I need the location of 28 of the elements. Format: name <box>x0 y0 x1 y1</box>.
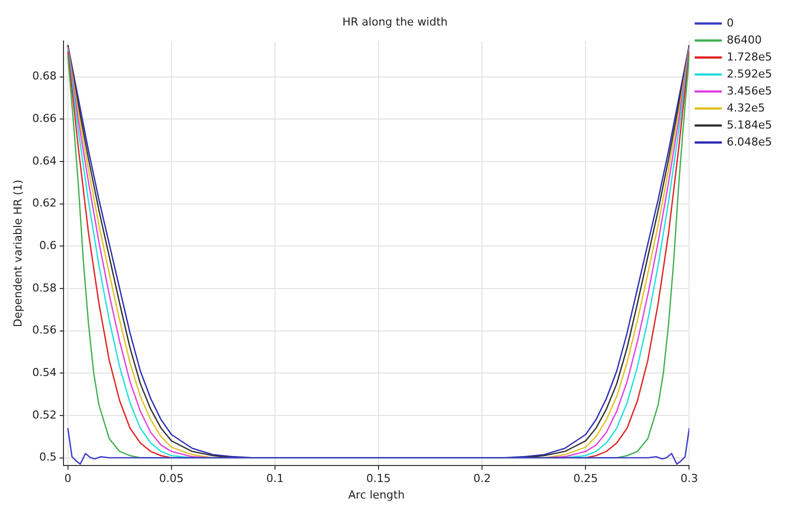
x-tick-label: 0.25 <box>573 472 598 486</box>
legend-label: 3.456e5 <box>726 84 772 98</box>
y-tick-label: 0.52 <box>32 408 57 422</box>
legend-label: 6.048e5 <box>726 135 772 148</box>
legend-label: 86400 <box>726 33 762 46</box>
legend-label: 4.32e5 <box>726 101 766 114</box>
y-tick-label: 0.62 <box>32 196 57 210</box>
y-axis-title: Dependent variable HR (1) <box>11 180 24 328</box>
x-tick-label: 0.05 <box>159 472 184 486</box>
legend-label: 1.728e5 <box>726 50 772 64</box>
legend-label: 0 <box>726 16 734 30</box>
x-tick-label: 0.3 <box>680 472 698 486</box>
x-tick-label: 0 <box>64 472 72 486</box>
legend-label: 2.592e5 <box>726 67 772 80</box>
legend-label: 5.184e5 <box>726 118 772 132</box>
y-tick-label: 0.54 <box>32 366 57 379</box>
x-tick-label: 0.1 <box>266 472 284 486</box>
x-axis-title: Arc length <box>348 488 405 502</box>
y-tick-label: 0.56 <box>32 324 57 337</box>
chart-title: HR along the width <box>342 15 448 28</box>
y-tick-label: 0.66 <box>32 112 57 125</box>
x-tick-label: 0.15 <box>366 472 391 486</box>
x-tick-label: 0.2 <box>473 472 491 486</box>
y-tick-label: 0.64 <box>32 154 57 168</box>
y-tick-label: 0.68 <box>32 70 57 83</box>
y-tick-label: 0.58 <box>32 281 57 294</box>
y-tick-label: 0.5 <box>39 450 57 464</box>
y-tick-label: 0.6 <box>39 238 57 252</box>
